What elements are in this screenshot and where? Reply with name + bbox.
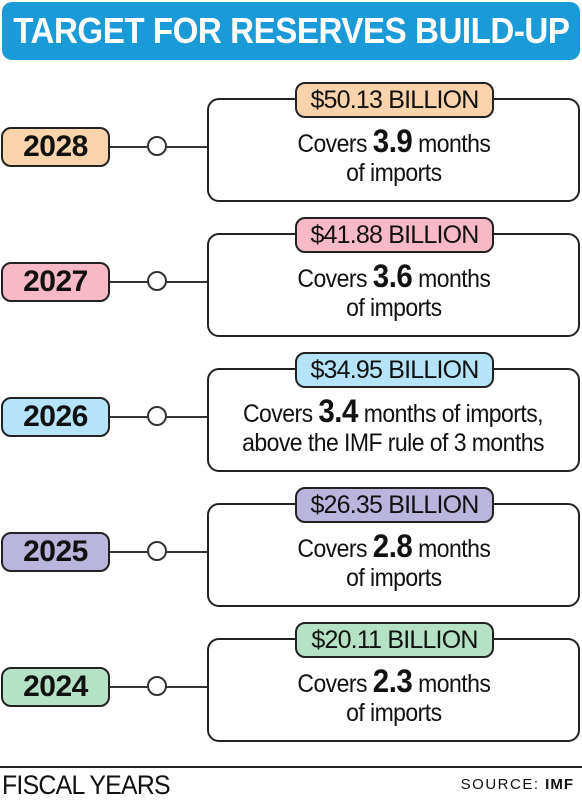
timeline-row-2027: 2027 Covers 3.6 months of imports $41.88… [0, 217, 582, 347]
timeline-node [147, 406, 167, 426]
year-label: 2026 [1, 397, 110, 437]
year-label: 2028 [1, 127, 110, 167]
footer-divider [0, 766, 582, 768]
timeline-row-2028: 2028 Covers 3.9 months of imports $50.13… [0, 82, 582, 212]
reserve-amount-badge: $34.95 BILLION [295, 352, 494, 388]
timeline-node [147, 271, 167, 291]
page-title: TARGET FOR RESERVES BUILD-UP [12, 10, 570, 51]
reserve-amount-badge: $26.35 BILLION [295, 487, 494, 523]
reserve-amount-badge: $41.88 BILLION [295, 217, 494, 253]
source-credit: SOURCE: IMF [460, 776, 574, 793]
timeline-node [147, 541, 167, 561]
title-banner: TARGET FOR RESERVES BUILD-UP [2, 2, 580, 60]
months-value: 2.8 [372, 527, 412, 564]
months-value: 2.3 [372, 662, 412, 699]
year-label: 2027 [1, 262, 110, 302]
coverage-text: Covers 2.3 months of imports [297, 662, 490, 727]
timeline-row-2024: 2024 Covers 2.3 months of imports $20.11… [0, 622, 582, 752]
coverage-text: Covers 3.6 months of imports [297, 257, 490, 322]
coverage-text: Covers 3.9 months of imports [297, 122, 490, 187]
months-value: 3.4 [318, 392, 359, 429]
coverage-text: Covers 2.8 months of imports [297, 527, 490, 592]
timeline-node [147, 136, 167, 156]
months-value: 3.6 [372, 257, 412, 294]
timeline-row-2025: 2025 Covers 2.8 months of imports $26.35… [0, 487, 582, 617]
reserve-amount-badge: $50.13 BILLION [295, 82, 494, 118]
months-value: 3.9 [372, 122, 412, 159]
coverage-text: Covers 3.4 months of imports, above the … [242, 392, 545, 457]
year-label: 2025 [1, 532, 110, 572]
timeline-row-2026: 2026 Covers 3.4 months of imports, above… [0, 352, 582, 482]
reserve-amount-badge: $20.11 BILLION [295, 622, 494, 658]
axis-label: FISCAL YEARS [2, 770, 171, 800]
timeline-node [147, 676, 167, 696]
reserve-card: Covers 3.9 months of imports [207, 98, 580, 202]
year-label: 2024 [1, 667, 110, 707]
